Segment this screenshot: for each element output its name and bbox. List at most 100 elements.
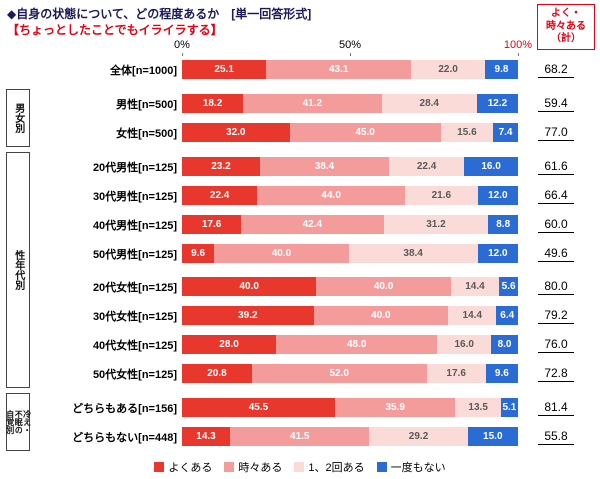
group-rows: 20代男性[n=125] 23.2 38.4 22.4 16.0 61.6 30代男性[n=… (30, 152, 594, 388)
stacked-bar: 17.6 42.4 31.2 8.8 (182, 215, 518, 234)
summary-value: 81.4 (538, 400, 574, 416)
summary-value: 72.8 (538, 366, 574, 382)
bar-segment-1: 45.5 (182, 398, 335, 417)
legend-swatch (376, 462, 387, 472)
legend-label: 一度もない (390, 462, 446, 474)
bar-segment-4: 8.0 (491, 335, 518, 354)
bar-row: 50代女性[n=125] 20.8 52.0 17.6 9.6 72.8 (30, 359, 594, 388)
bar-segment-4: 12.2 (476, 94, 518, 113)
bar-segment-4: 12.0 (477, 244, 518, 263)
row-label: 女性[n=500] (116, 127, 177, 140)
bar-segment-2: 38.4 (259, 157, 389, 176)
legend-item: よくある (154, 459, 212, 475)
bar-row: 全体[n=1000] 25.1 43.1 22.0 9.8 68.2 (30, 55, 594, 84)
bar-segment-1: 20.8 (182, 364, 252, 383)
row-label: 男性[n=500] (116, 98, 177, 111)
stacked-bar: 14.3 41.5 29.2 15.0 (182, 427, 518, 446)
row-label: どちらもある[n=156] (72, 402, 177, 415)
bar-segment-1: 9.6 (182, 244, 215, 263)
bar-segment-4: 16.0 (464, 157, 518, 176)
summary-cell: 66.4 (518, 188, 594, 204)
bar-segment-4: 9.6 (485, 364, 518, 383)
bar-segment-3: 22.4 (388, 157, 465, 176)
row-label: 40代男性[n=125] (92, 219, 177, 232)
bar-segment-3: 22.0 (411, 60, 486, 79)
bar-segment-1: 32.0 (182, 123, 290, 142)
bar-row: 男性[n=500] 18.2 41.2 28.4 12.2 59.4 (30, 89, 594, 118)
bar-segment-2: 40.0 (313, 306, 449, 325)
legend-label: 1、2回ある (308, 462, 365, 474)
bar-segment-1: 22.4 (182, 186, 258, 205)
summary-value: 77.0 (538, 125, 574, 141)
bar-segment-1: 14.3 (182, 427, 231, 446)
bar-segment-2: 44.0 (257, 186, 406, 205)
bar-segment-2: 45.0 (289, 123, 441, 142)
bar-row: 50代男性[n=125] 9.6 40.0 38.4 12.0 49.6 (30, 239, 594, 268)
bar-segment-2: 40.0 (214, 244, 349, 263)
axis-tick: 100% (503, 39, 533, 56)
bar-row: 40代女性[n=125] 28.0 48.0 16.0 8.0 76.0 (30, 330, 594, 359)
axis-ticks: 0% 50% 100% (0, 39, 600, 56)
legend-item: 時々ある (224, 459, 282, 475)
chart-body: 全体[n=1000] 25.1 43.1 22.0 9.8 68.2 男女別 男性[n=500… (6, 55, 594, 451)
bar-segment-3: 21.6 (405, 186, 478, 205)
bar-segment-2: 41.2 (243, 94, 382, 113)
bar-segment-2: 41.5 (230, 427, 370, 446)
stacked-bar: 25.1 43.1 22.0 9.8 (182, 60, 518, 79)
summary-value: 80.0 (538, 279, 574, 295)
page-title: ◆自身の状態について、どの程度あるか [単一回答形式] (7, 7, 312, 21)
bar-segment-1: 23.2 (182, 157, 260, 176)
bar-segment-3: 16.0 (437, 335, 492, 354)
row-label: 50代女性[n=125] (92, 368, 177, 381)
summary-cell: 81.4 (518, 400, 594, 416)
bar-segment-3: 31.2 (383, 215, 489, 234)
row-label: どちらもない[n=448] (72, 431, 177, 444)
summary-header-line-1: よく・ (551, 8, 581, 19)
group-label (6, 55, 30, 84)
bar-segment-3: 17.6 (426, 364, 486, 383)
bar-segment-3: 14.4 (448, 306, 497, 325)
bar-row: どちらもある[n=156] 45.5 35.9 13.5 5.1 81.4 (30, 393, 594, 422)
bar-row: 40代男性[n=125] 17.6 42.4 31.2 8.8 60.0 (30, 210, 594, 239)
bar-row: 20代男性[n=125] 23.2 38.4 22.4 16.0 61.6 (30, 152, 594, 181)
summary-value: 79.2 (538, 308, 574, 324)
summary-cell: 72.8 (518, 366, 594, 382)
bar-segment-1: 39.2 (182, 306, 314, 325)
stacked-bar: 18.2 41.2 28.4 12.2 (182, 94, 518, 113)
bar-segment-4: 8.8 (488, 215, 518, 234)
bar-segment-1: 28.0 (182, 335, 277, 354)
stacked-bar: 28.0 48.0 16.0 8.0 (182, 335, 518, 354)
group-label: 性年代別 (6, 152, 30, 388)
group-label: 男女別 (6, 89, 30, 147)
axis-tick: 50% (338, 39, 362, 56)
summary-header-line-2: 時々ある (546, 20, 586, 32)
bar-segment-4: 5.6 (499, 277, 518, 296)
axis-tick: 0% (174, 39, 190, 56)
stacked-bar: 40.0 40.0 14.4 5.6 (182, 277, 518, 296)
bar-segment-2: 40.0 (316, 277, 451, 296)
group-label: 冷え・ 不眠の 自覚別 (6, 393, 32, 451)
row-group: 冷え・ 不眠の 自覚別 どちらもある[n=156] 45.5 35.9 13.5 5.1 8… (6, 393, 594, 451)
bar-segment-1: 18.2 (182, 94, 244, 113)
stacked-bar: 45.5 35.9 13.5 5.1 (182, 398, 518, 417)
bar-row: 30代女性[n=125] 39.2 40.0 14.4 6.4 79.2 (30, 301, 594, 330)
row-group: 男女別 男性[n=500] 18.2 41.2 28.4 12.2 59.4 女性[n=500… (6, 89, 594, 147)
bar-segment-4: 5.1 (500, 398, 518, 417)
legend-item: 一度もない (376, 459, 446, 475)
summary-cell: 80.0 (518, 279, 594, 295)
bar-segment-2: 52.0 (251, 364, 427, 383)
summary-cell: 59.4 (518, 96, 594, 112)
summary-header-line-3: （計） (551, 33, 581, 44)
summary-value: 61.6 (538, 159, 574, 175)
summary-cell: 77.0 (518, 125, 594, 141)
summary-cell: 55.8 (518, 429, 594, 445)
bar-segment-1: 25.1 (182, 60, 267, 79)
bar-segment-2: 43.1 (266, 60, 412, 79)
legend-item: 1、2回ある (294, 459, 365, 475)
stacked-bar: 20.8 52.0 17.6 9.6 (182, 364, 518, 383)
summary-column-header: よく・ 時々ある （計） (537, 4, 595, 50)
summary-cell: 79.2 (518, 308, 594, 324)
legend-swatch (154, 462, 165, 472)
bar-row: どちらもない[n=448] 14.3 41.5 29.2 15.0 55.8 (30, 422, 594, 451)
